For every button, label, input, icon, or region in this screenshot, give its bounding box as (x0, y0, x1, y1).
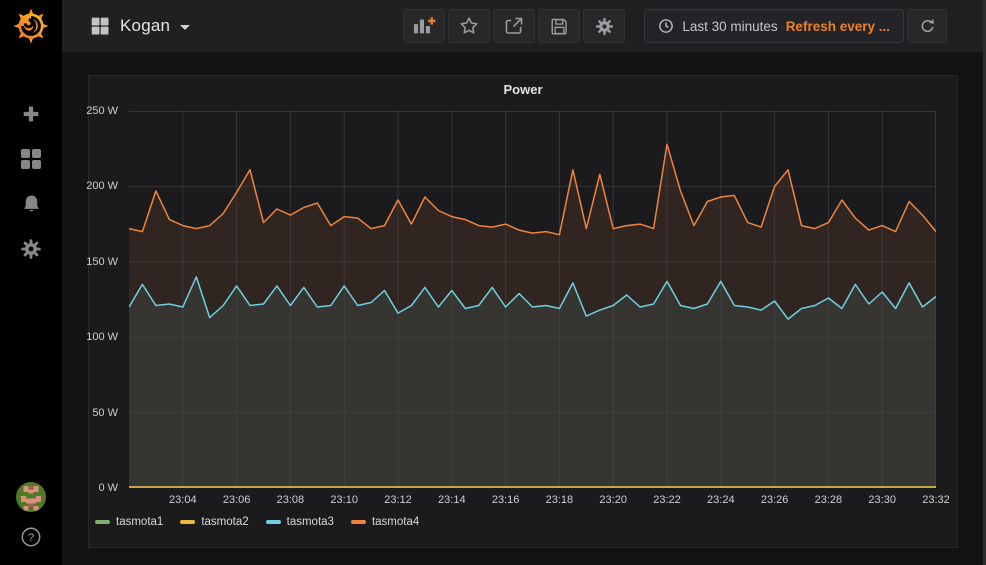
legend-series-name: tasmota2 (201, 516, 249, 528)
x-tick-label: 23:16 (491, 494, 520, 506)
legend-series-dash-icon (265, 520, 281, 524)
legend-series-dash-icon (350, 520, 366, 524)
time-range-label: Last 30 minutes (682, 18, 778, 34)
legend-series-dash-icon (180, 520, 196, 524)
refresh-interval-label: Refresh every ... (785, 18, 890, 34)
help-icon: ? (21, 527, 41, 547)
share-icon (506, 17, 523, 34)
refresh-icon (921, 18, 934, 32)
star-dashboard-button[interactable] (448, 9, 491, 43)
sidebar-item-dashboards[interactable] (19, 147, 43, 171)
x-tick-label: 23:24 (707, 494, 735, 506)
x-tick-label: 23:12 (384, 494, 412, 506)
sidebar-item-create[interactable] (19, 102, 43, 126)
x-tick-label: 23:06 (222, 494, 251, 506)
y-tick-label: 0 W (98, 482, 118, 494)
y-tick-label: 100 W (86, 331, 118, 344)
y-tick-label: 50 W (92, 406, 118, 419)
panel-settings-gear-icon (595, 17, 613, 35)
legend-series-name: tasmota3 (286, 516, 334, 528)
grafana-logo-icon (13, 8, 49, 44)
clock-icon (659, 19, 674, 33)
sidebar: ? (0, 0, 62, 565)
grafana-logo[interactable] (0, 0, 62, 52)
alerting-bell-icon (23, 194, 39, 211)
legend-item[interactable]: tasmota3 (265, 516, 334, 528)
help-glyph: ? (28, 532, 34, 544)
refresh-button[interactable] (907, 9, 947, 43)
power-panel: Power 0 W 50 W 100 W 150 W 200 W 250 W 23:04 2… (86, 75, 958, 548)
legend-item[interactable]: tasmota1 (95, 516, 163, 528)
x-tick-label: 23:20 (599, 494, 627, 506)
power-chart-svg (129, 111, 936, 488)
sidebar-menu (19, 102, 43, 261)
legend-item[interactable]: tasmota2 (180, 516, 249, 528)
dashboard-title: Kogan (120, 16, 171, 35)
x-tick-label: 23:14 (438, 494, 466, 506)
dashboard-settings-button[interactable] (583, 9, 626, 43)
x-tick-label: 23:26 (760, 494, 789, 506)
x-tick-label: 23:08 (276, 494, 305, 506)
navbar-toolbar: Last 30 minutes Refresh every ... (403, 9, 947, 43)
legend-series-name: tasmota1 (116, 516, 164, 528)
legend: tasmota1 tasmota2 tasmota3 tasmota4 (95, 516, 419, 528)
user-avatar (16, 482, 46, 512)
configuration-gear-icon (21, 239, 41, 259)
panel-title[interactable]: Power (503, 82, 543, 97)
top-navbar: Kogan (62, 0, 986, 52)
x-tick-label: 23:18 (545, 494, 574, 506)
save-dashboard-button[interactable] (538, 9, 581, 43)
x-tick-label: 23:28 (814, 494, 843, 506)
y-tick-label: 250 W (86, 105, 118, 117)
x-tick-label: 23:22 (653, 494, 681, 506)
y-axis: 0 W 50 W 100 W 150 W 200 W 250 W (86, 105, 124, 494)
sidebar-item-configuration[interactable] (19, 237, 43, 261)
dashboard-title-button[interactable]: Kogan (90, 16, 191, 36)
dashboards-icon (21, 149, 41, 169)
x-tick-label: 23:32 (922, 494, 950, 506)
legend-item[interactable]: tasmota4 (350, 516, 420, 528)
add-panel-button[interactable] (403, 9, 446, 43)
create-plus-icon (23, 106, 39, 122)
legend-series-name: tasmota4 (371, 516, 420, 528)
save-icon (551, 18, 567, 34)
help-button[interactable]: ? (19, 525, 43, 549)
share-dashboard-button[interactable] (493, 9, 536, 43)
star-icon (460, 17, 478, 34)
y-tick-label: 200 W (86, 180, 118, 193)
time-range-picker[interactable]: Last 30 minutes Refresh every ... (644, 9, 904, 43)
add-panel-icon (414, 17, 436, 34)
x-tick-label: 23:04 (169, 494, 197, 506)
x-axis: 23:04 23:06 23:08 23:10 23:12 23:14 23:16 23:18… (129, 494, 950, 510)
dashboard-grid-icon (91, 17, 109, 35)
y-tick-label: 150 W (86, 255, 118, 268)
user-profile[interactable] (16, 482, 46, 512)
chevron-down-icon (180, 25, 191, 30)
sidebar-bottom: ? (16, 482, 46, 549)
scrollbar[interactable] (983, 0, 986, 565)
sidebar-item-alerting[interactable] (19, 192, 43, 216)
legend-series-dash-icon (95, 520, 110, 524)
x-tick-label: 23:30 (868, 494, 896, 506)
power-chart[interactable] (129, 111, 936, 488)
x-tick-label: 23:10 (330, 494, 358, 506)
